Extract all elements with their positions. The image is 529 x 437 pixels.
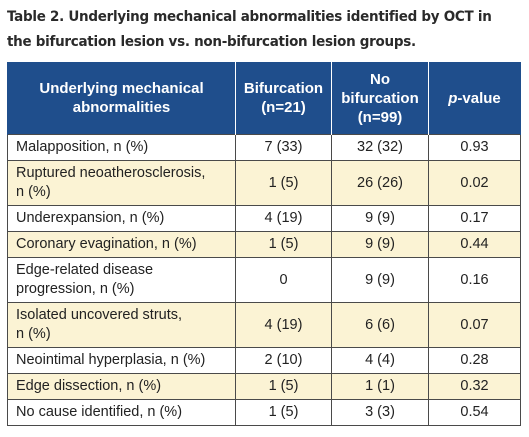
row-label: Malapposition, n (%)	[7, 134, 236, 161]
table-row: Isolated uncovered struts, n (%) 4 (19) 6…	[7, 302, 521, 348]
row-label: Isolated uncovered struts, n (%)	[7, 302, 236, 348]
table-row: Underexpansion, n (%) 4 (19) 9 (9) 0.17	[7, 205, 521, 232]
row-label-line: Ruptured neoatherosclerosis,	[16, 165, 206, 181]
row-label: Edge dissection, n (%)	[7, 373, 236, 400]
cell-p-value: 0.16	[428, 257, 521, 303]
table-row: Edge-related disease progression, n (%) 0…	[7, 257, 521, 303]
cell-p-value: 0.32	[428, 373, 521, 400]
row-label: Edge-related disease progression, n (%)	[7, 257, 236, 303]
row-label-line: n (%)	[16, 326, 51, 342]
cell-bifurcation: 1 (5)	[235, 399, 332, 426]
row-label-line: Edge-related disease	[16, 262, 154, 278]
abnormalities-table: Underlying mechanical abnormalities Bifu…	[7, 62, 521, 426]
header-bifurcation: Bifurcation (n=21)	[235, 62, 332, 135]
table-header: Underlying mechanical abnormalities Bifu…	[7, 62, 521, 135]
header-row: Underlying mechanical abnormalities Bifu…	[7, 62, 521, 135]
cell-bifurcation: 1 (5)	[235, 231, 332, 258]
cell-no-bifurcation: 26 (26)	[331, 160, 429, 206]
row-label-line: Underexpansion, n (%)	[16, 210, 165, 226]
row-label-line: Neointimal hyperplasia, n (%)	[16, 352, 206, 368]
header-bifurcation-line-2: (n=21)	[261, 99, 306, 116]
header-p-italic: p	[448, 89, 458, 107]
header-no-bifurcation-line-1: No	[370, 70, 390, 88]
table-body: Malapposition, n (%) 7 (33) 32 (32) 0.93…	[7, 134, 521, 426]
table-row: No cause identified, n (%) 1 (5) 3 (3) 0…	[7, 399, 521, 426]
row-label-line: Isolated uncovered struts,	[16, 307, 183, 323]
cell-bifurcation: 1 (5)	[235, 160, 332, 206]
row-label-line: progression, n (%)	[16, 281, 135, 297]
header-abnormalities: Underlying mechanical abnormalities	[7, 62, 236, 135]
header-no-bifurcation-line-3: (n=99)	[357, 108, 403, 126]
header-bifurcation-line-1: Bifurcation	[243, 80, 324, 97]
cell-no-bifurcation: 4 (4)	[331, 347, 429, 374]
cell-bifurcation: 1 (5)	[235, 373, 332, 400]
cell-bifurcation: 7 (33)	[235, 134, 332, 161]
row-label-line: Malapposition, n (%)	[16, 139, 149, 155]
cell-p-value: 0.54	[428, 399, 521, 426]
cell-no-bifurcation: 1 (1)	[331, 373, 429, 400]
row-label-line: n (%)	[16, 184, 51, 200]
table-row: Edge dissection, n (%) 1 (5) 1 (1) 0.32	[7, 373, 521, 400]
cell-p-value: 0.28	[428, 347, 521, 374]
table-row: Neointimal hyperplasia, n (%) 2 (10) 4 (…	[7, 347, 521, 374]
row-label-line: No cause identified, n (%)	[16, 404, 183, 420]
row-label-line: Edge dissection, n (%)	[16, 378, 162, 394]
cell-no-bifurcation: 3 (3)	[331, 399, 429, 426]
row-label: No cause identified, n (%)	[7, 399, 236, 426]
cell-p-value: 0.02	[428, 160, 521, 206]
cell-p-value: 0.93	[428, 134, 521, 161]
cell-no-bifurcation: 6 (6)	[331, 302, 429, 348]
cell-no-bifurcation: 9 (9)	[331, 205, 429, 232]
table-row: Coronary evagination, n (%) 1 (5) 9 (9) …	[7, 231, 521, 258]
cell-bifurcation: 2 (10)	[235, 347, 332, 374]
cell-bifurcation: 0	[235, 257, 332, 303]
row-label: Coronary evagination, n (%)	[7, 231, 236, 258]
cell-p-value: 0.44	[428, 231, 521, 258]
header-abnormalities-line-1: Underlying mechanical	[39, 80, 204, 97]
caption-line-1: Table 2. Underlying mechanical abnormali…	[7, 9, 492, 25]
cell-no-bifurcation: 32 (32)	[331, 134, 429, 161]
row-label: Underexpansion, n (%)	[7, 205, 236, 232]
cell-p-value: 0.07	[428, 302, 521, 348]
table-row: Ruptured neoatherosclerosis, n (%) 1 (5) …	[7, 160, 521, 206]
header-p-rest: -value	[457, 89, 501, 107]
header-p-value: p-value	[428, 62, 521, 135]
cell-no-bifurcation: 9 (9)	[331, 231, 429, 258]
header-abnormalities-line-2: abnormalities	[72, 99, 171, 116]
cell-p-value: 0.17	[428, 205, 521, 232]
header-no-bifurcation: No bifurcation (n=99)	[331, 62, 429, 135]
header-no-bifurcation-line-2: bifurcation	[341, 89, 419, 107]
cell-bifurcation: 4 (19)	[235, 302, 332, 348]
row-label-line: Coronary evagination, n (%)	[16, 236, 197, 252]
row-label: Ruptured neoatherosclerosis, n (%)	[7, 160, 236, 206]
cell-no-bifurcation: 9 (9)	[331, 257, 429, 303]
table-caption: Table 2. Underlying mechanical abnormali…	[7, 5, 492, 55]
row-label: Neointimal hyperplasia, n (%)	[7, 347, 236, 374]
cell-bifurcation: 4 (19)	[235, 205, 332, 232]
caption-line-2: the bifurcation lesion vs. non-bifurcati…	[7, 34, 416, 50]
table-row: Malapposition, n (%) 7 (33) 32 (32) 0.93	[7, 134, 521, 161]
